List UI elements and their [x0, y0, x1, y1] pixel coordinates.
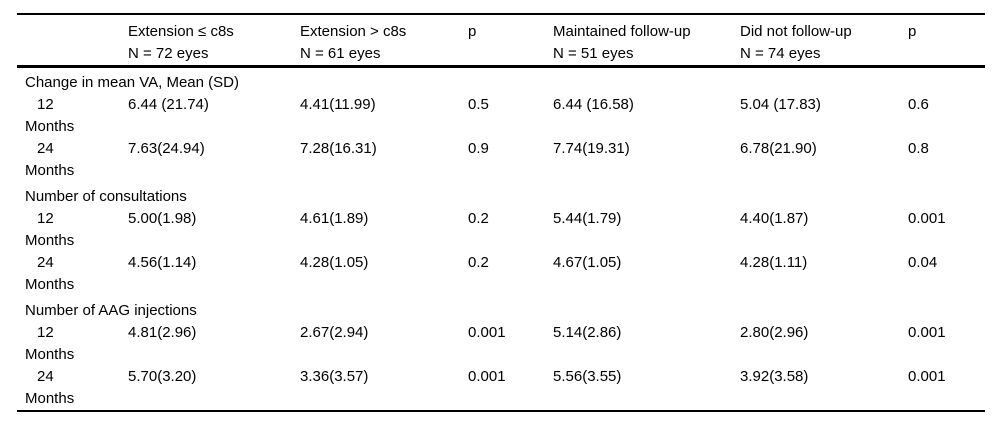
- column-title: Extension > c8s: [300, 23, 407, 40]
- row-label: 24 Months: [17, 252, 128, 296]
- value-cell: 4.61(1.89): [300, 210, 369, 227]
- row-unit: Months: [25, 118, 75, 135]
- p-value-cell: 0.5: [468, 96, 489, 113]
- row-label: 24 Months: [17, 138, 128, 182]
- p-value-cell: 0.04: [908, 254, 938, 271]
- value-cell: 4.41(11.99): [300, 96, 376, 113]
- table-body: Change in mean VA, Mean (SD) 12 Months 6…: [17, 67, 985, 412]
- results-table: Extension ≤ c8s N = 72 eyes Extension > …: [17, 13, 985, 412]
- table-row-va-12-months: 12 Months 6.44 (21.74) 4.41(11.99) 0.5 6…: [17, 94, 985, 138]
- value-cell: 3.92(3.58): [740, 368, 809, 385]
- table-row-consultations-12-months: 12 Months 5.00(1.98) 4.61(1.89) 0.2 5.44…: [17, 208, 985, 252]
- table-row-va-24-months: 24 Months 7.63(24.94) 7.28(16.31) 0.9 7.…: [17, 138, 985, 182]
- value-cell: 4.81(2.96): [128, 324, 197, 341]
- value-cell: 5.56(3.55): [553, 368, 622, 385]
- p-value-cell: 0.001: [468, 324, 506, 341]
- value-cell: 7.63(24.94): [128, 140, 205, 157]
- column-title: Did not follow-up: [740, 23, 852, 40]
- value-cell: 2.80(2.96): [740, 324, 809, 341]
- value-cell: 5.44(1.79): [553, 210, 622, 227]
- row-period: 12: [37, 96, 54, 113]
- p-value-cell: 0.001: [468, 368, 506, 385]
- table-row-consultations-24-months: 24 Months 4.56(1.14) 4.28(1.05) 0.2 4.67…: [17, 252, 985, 296]
- header-row: Extension ≤ c8s N = 72 eyes Extension > …: [17, 14, 985, 68]
- table-header: Extension ≤ c8s N = 72 eyes Extension > …: [17, 14, 985, 68]
- p-value-cell: 0.001: [908, 210, 946, 227]
- section-title: Change in mean VA, Mean (SD): [25, 74, 239, 91]
- column-header-p-left: p: [468, 14, 553, 68]
- value-cell: 3.36(3.57): [300, 368, 369, 385]
- section-title: Number of AAG injections: [25, 302, 197, 319]
- section-row-number-of-aag-injections: Number of AAG injections: [17, 296, 985, 322]
- column-header-extension-gt-c8s: Extension > c8s N = 61 eyes: [300, 14, 468, 68]
- p-value-cell: 0.6: [908, 96, 929, 113]
- row-label: 12 Months: [17, 208, 128, 252]
- value-cell: 4.28(1.05): [300, 254, 369, 271]
- row-label: 12 Months: [17, 322, 128, 366]
- row-period: 12: [37, 324, 54, 341]
- row-period: 24: [37, 140, 54, 157]
- table-row-injections-12-months: 12 Months 4.81(2.96) 2.67(2.94) 0.001 5.…: [17, 322, 985, 366]
- p-value-cell: 0.9: [468, 140, 489, 157]
- row-unit: Months: [25, 162, 75, 179]
- table-row-injections-24-months: 24 Months 5.70(3.20) 3.36(3.57) 0.001 5.…: [17, 366, 985, 411]
- column-subtitle: N = 72 eyes: [128, 45, 209, 62]
- column-header-extension-le-c8s: Extension ≤ c8s N = 72 eyes: [128, 14, 300, 68]
- column-subtitle: N = 51 eyes: [553, 45, 634, 62]
- column-header-p-right: p: [908, 14, 985, 68]
- column-title: p: [468, 23, 477, 40]
- row-unit: Months: [25, 390, 75, 407]
- value-cell: 5.04 (17.83): [740, 96, 821, 113]
- value-cell: 4.40(1.87): [740, 210, 809, 227]
- p-value-cell: 0.2: [468, 254, 489, 271]
- p-value-cell: 0.001: [908, 324, 946, 341]
- value-cell: 7.74(19.31): [553, 140, 630, 157]
- row-period: 24: [37, 368, 54, 385]
- p-value-cell: 0.8: [908, 140, 929, 157]
- column-header-did-not-follow-up: Did not follow-up N = 74 eyes: [740, 14, 908, 68]
- section-row-change-in-mean-va: Change in mean VA, Mean (SD): [17, 67, 985, 95]
- row-unit: Months: [25, 346, 75, 363]
- value-cell: 6.44 (21.74): [128, 96, 209, 113]
- p-value-cell: 0.001: [908, 368, 946, 385]
- value-cell: 6.44 (16.58): [553, 96, 634, 113]
- row-unit: Months: [25, 232, 75, 249]
- value-cell: 7.28(16.31): [300, 140, 377, 157]
- value-cell: 5.00(1.98): [128, 210, 197, 227]
- section-row-number-of-consultations: Number of consultations: [17, 182, 985, 208]
- row-label: 12 Months: [17, 94, 128, 138]
- row-period: 24: [37, 254, 54, 271]
- row-period: 12: [37, 210, 54, 227]
- column-header-maintained-follow-up: Maintained follow-up N = 51 eyes: [553, 14, 740, 68]
- row-unit: Months: [25, 276, 75, 293]
- column-title: p: [908, 23, 917, 40]
- value-cell: 5.14(2.86): [553, 324, 622, 341]
- column-subtitle: N = 61 eyes: [300, 45, 381, 62]
- value-cell: 4.56(1.14): [128, 254, 197, 271]
- column-title: Extension ≤ c8s: [128, 23, 234, 40]
- value-cell: 2.67(2.94): [300, 324, 369, 341]
- section-title: Number of consultations: [25, 188, 187, 205]
- column-title: Maintained follow-up: [553, 23, 691, 40]
- p-value-cell: 0.2: [468, 210, 489, 227]
- column-subtitle: N = 74 eyes: [740, 45, 821, 62]
- header-spacer-cell: [17, 14, 128, 68]
- value-cell: 4.67(1.05): [553, 254, 622, 271]
- value-cell: 5.70(3.20): [128, 368, 197, 385]
- value-cell: 4.28(1.11): [740, 254, 808, 271]
- row-label: 24 Months: [17, 366, 128, 411]
- value-cell: 6.78(21.90): [740, 140, 817, 157]
